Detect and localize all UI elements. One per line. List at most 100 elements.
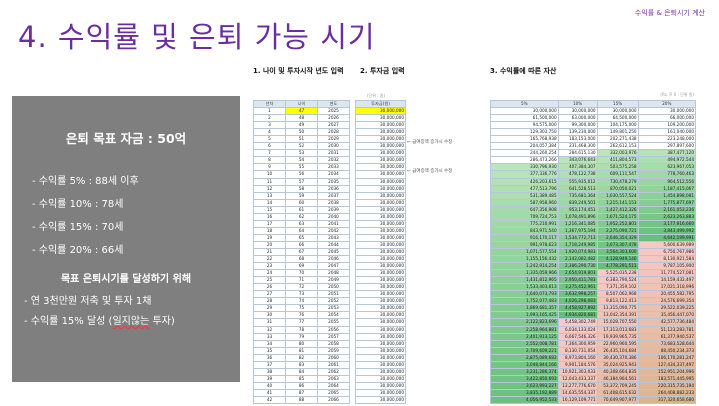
table-row: 30,000,000 [355,262,406,271]
age-table-cell: 2038 [317,198,350,207]
investment-cell: 30,000,000 [355,198,406,207]
age-table-cell: 2062 [317,367,350,376]
table-row: 775,210,991 1,216,341,085 1,952,252,801 3,1… [490,219,697,228]
asset-table-header: 5% [490,99,559,109]
table-row: 30,000,000 [355,191,406,200]
investment-cell: 30,000,000 [355,219,406,228]
age-table-cell: 52 [285,142,318,151]
table-row: 3,231,286,374 10,921,303,033 40,308,664,83… [490,367,697,376]
age-table-cell: 27 [253,290,286,299]
table-row: 12 58 2036 [253,184,350,193]
asset-cell: 330,796,930 [490,163,559,172]
table-row: 28 74 2052 [253,297,350,306]
age-table-cell: 31 [253,318,286,327]
asset-cell: 4,642,199,991 [637,233,697,242]
asset-cell: 377,336,776 [490,170,559,179]
table-row: 31 77 2055 [253,318,350,327]
age-table-cell: 37 [253,360,286,369]
investment-cell: 30,000,000 [355,149,406,158]
investment-cell: 30,000,000 [355,367,406,376]
asset-cell: 730,478,279 [596,177,639,186]
age-table-cell: 2043 [317,233,350,242]
table-row: 30,000,000 [355,381,406,390]
asset-cell: 4,026,298,083 [557,297,598,306]
age-table-cell: 2052 [317,297,350,306]
table-row: 18 64 2042 [253,226,350,235]
asset-cell: 204,057,384 [490,142,559,151]
table-row: 30,000,000 [355,297,406,306]
asset-cell: 4,778,291,511 [596,262,639,271]
table-row: 2,401,913,125 6,667,546,326 19,939,965,735… [490,332,697,341]
asset-cell: 24,576,699,354 [637,297,697,306]
investment-cell: 30,000,000 [355,360,406,369]
investment-cell: 30,000,000 [355,269,406,278]
investment-cell: 30,000,000 [355,156,406,165]
asset-cell: 30,430,370,386 [596,353,639,362]
asset-cell: 3,422,850,693 [490,374,559,383]
age-table-cell: 88 [285,395,318,405]
age-table-cell: 81 [285,346,318,355]
table-row: 1,242,914,254 2,386,290,730 4,778,291,511 9… [490,262,697,271]
table-row: 30,000,000 [355,205,406,214]
table-row: 30,000,000 [355,128,406,137]
asset-cell: 297,897,600 [637,142,697,151]
investment-cell: 30,000,000 [355,226,406,235]
investment-cell: 30,000,000 [355,142,406,151]
table-row: 30,000,000 [355,367,406,376]
asset-cell: 14,635,554,337 [557,388,598,397]
asset-cell: 4,056,952,533 [490,395,559,405]
age-table-cell: 2066 [317,395,350,405]
age-table-cell: 75 [285,304,318,313]
age-table-cell: 65 [285,233,318,242]
goal-item-return-prefix: - 수익률 15% 달성 ( [24,316,113,327]
age-table-cell: 63 [285,219,318,228]
goal-item-return-underlined: 일지않는 [112,316,150,327]
table-row: 3,835,192,889 14,635,554,337 61,408,615,63… [490,388,697,397]
table-row: 1,533,403,613 3,275,452,961 7,371,359,102 1… [490,283,697,292]
asset-cell: 8,130,731,054 [557,346,598,355]
asset-cell: 3,177,916,660 [637,219,697,228]
age-table-cell: 2057 [317,332,350,341]
table-row: 10 56 2034 [253,170,350,179]
age-table-cell: 48 [285,114,318,123]
asset-cell: 99,300,000 [557,121,598,130]
asset-cell: 2,386,290,730 [557,262,598,271]
age-table-cell: 35 [253,346,286,355]
asset-cell: 61,377,940,537 [637,332,697,341]
asset-cell: 14,159,432,497 [637,276,697,285]
goal-item-saving: - 연 3천만원 저축 및 투자 1채 [24,296,152,307]
age-table-cell: 4 [253,128,286,137]
asset-cell: 3,073,307,478 [596,240,639,249]
table-row: 30,000,000 [355,233,406,242]
table-row: 19 65 2043 [253,233,350,242]
table-row: 42 88 2066 [253,395,350,405]
age-table-cell: 2036 [317,184,350,193]
age-table-cell: 5 [253,135,286,144]
age-table-cell: 9 [253,163,286,172]
asset-cell: 1,367,975,194 [557,226,598,235]
age-table-cell: 86 [285,381,318,390]
asset-cell: 407,384,307 [557,163,598,172]
age-table-cell: 28 [253,297,286,306]
asset-cell: 3,632,998,257 [557,290,598,299]
table-row: 20 66 2044 [253,240,350,249]
investment-cell: 30,000,000 [355,128,406,137]
asset-cell: 109,200,000 [637,121,697,130]
table-row: 1,155,156,432 2,142,082,482 4,128,949,140 8… [490,255,697,264]
table-row: 13 59 2037 [253,191,350,200]
table-row: 1 47 2025 [253,107,350,116]
asset-cell: 2,623,263,883 [637,212,697,221]
table-row: 2,552,008,781 7,364,300,959 22,960,960,595… [490,339,697,348]
age-table-cell: 33 [253,332,286,341]
page-title: 4. 수익률 및 은퇴 가능 시기 [18,20,376,54]
asset-cell: 161,040,000 [637,128,697,137]
asset-cell: 478,122,738 [557,170,598,179]
age-table-cell: 2045 [317,247,350,257]
table-row: 4 50 2028 [253,128,350,137]
asset-cell: 1,216,341,085 [557,219,598,228]
asset-cell: 15,028,707,550 [596,318,639,327]
age-table-cell: 2027 [317,121,350,130]
age-table-cell: 2025 [317,107,350,116]
asset-cell: 183,571,445,995 [637,374,697,383]
table-row: 30,000,000 [355,184,406,193]
